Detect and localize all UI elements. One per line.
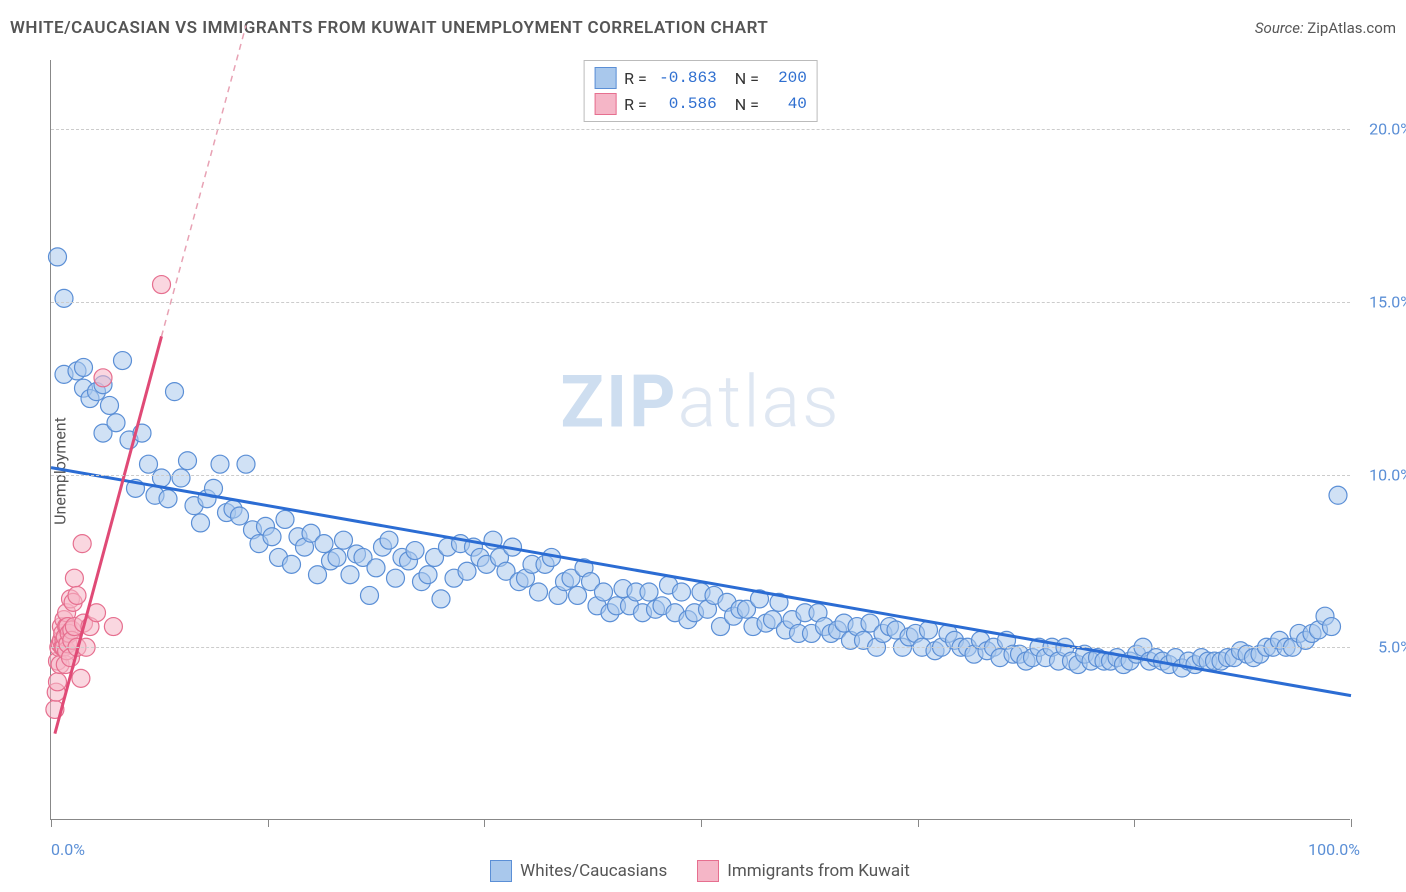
y-tick-label: 20.0% — [1357, 120, 1406, 139]
data-point — [419, 566, 437, 584]
legend-item: Immigrants from Kuwait — [697, 860, 910, 882]
x-tick — [918, 819, 919, 827]
data-point — [107, 414, 125, 432]
data-point — [49, 673, 67, 691]
data-point — [166, 383, 184, 401]
data-point — [380, 531, 398, 549]
stats-row: R = 0.586 N = 40 — [594, 91, 807, 117]
data-point — [328, 548, 346, 566]
legend-swatch — [594, 93, 616, 115]
stat-r-value: -0.863 — [655, 69, 717, 87]
x-tick-label: 0.0% — [51, 840, 85, 859]
data-point — [65, 569, 83, 587]
gridline — [51, 647, 1350, 648]
data-point — [104, 618, 122, 636]
chart-container: Unemployment ZIPatlas R =-0.863N =200R =… — [0, 50, 1406, 892]
y-tick-label: 10.0% — [1357, 465, 1406, 484]
data-point — [673, 583, 691, 601]
legend-item: Whites/Caucasians — [490, 860, 667, 882]
gridline — [51, 302, 1350, 303]
data-point — [276, 510, 294, 528]
data-point — [179, 452, 197, 470]
data-point — [153, 276, 171, 294]
data-point — [159, 490, 177, 508]
data-point — [367, 559, 385, 577]
plot-svg — [51, 60, 1350, 819]
trend-line-extension — [162, 25, 247, 336]
legend-swatch — [594, 67, 616, 89]
data-point — [192, 514, 210, 532]
gridline — [51, 129, 1350, 130]
stat-r-value: 0.586 — [655, 95, 717, 113]
stat-r-label: R = — [624, 95, 647, 114]
legend-label: Immigrants from Kuwait — [727, 861, 910, 881]
data-point — [114, 352, 132, 370]
x-tick-label: 100.0% — [1308, 840, 1360, 859]
data-point — [458, 562, 476, 580]
data-point — [432, 590, 450, 608]
data-point — [640, 583, 658, 601]
stat-n-value: 200 — [767, 69, 807, 87]
data-point — [1329, 486, 1347, 504]
gridline — [51, 475, 1350, 476]
data-point — [55, 289, 73, 307]
chart-title: WHITE/CAUCASIAN VS IMMIGRANTS FROM KUWAI… — [10, 18, 768, 38]
data-point — [1323, 618, 1341, 636]
x-tick — [1351, 819, 1352, 827]
data-point — [530, 583, 548, 601]
statistics-legend: R = -0.863 N = 200 R = 0.586 N = 40 — [583, 60, 818, 122]
data-point — [68, 586, 86, 604]
data-point — [73, 535, 91, 553]
data-point — [361, 586, 379, 604]
stat-n-label: N = — [735, 69, 759, 88]
data-point — [263, 528, 281, 546]
y-tick-label: 5.0% — [1357, 638, 1406, 657]
plot-area: ZIPatlas R =-0.863N =200R =0.586N =40 5.… — [50, 60, 1350, 820]
data-point — [309, 566, 327, 584]
x-tick — [51, 819, 52, 827]
data-point — [231, 507, 249, 525]
data-point — [315, 535, 333, 553]
source-name: ZipAtlas.com — [1307, 19, 1396, 37]
x-tick — [701, 819, 702, 827]
data-point — [49, 248, 67, 266]
data-point — [341, 566, 359, 584]
data-point — [153, 469, 171, 487]
stat-n-label: N = — [735, 95, 759, 114]
data-point — [569, 586, 587, 604]
x-tick — [484, 819, 485, 827]
data-point — [335, 531, 353, 549]
legend-swatch — [697, 860, 719, 882]
stat-r-label: R = — [624, 69, 647, 88]
series-legend: Whites/Caucasians Immigrants from Kuwait — [50, 860, 1350, 882]
data-point — [211, 455, 229, 473]
y-tick-label: 15.0% — [1357, 292, 1406, 311]
data-point — [172, 469, 190, 487]
stats-row: R = -0.863 N = 200 — [594, 65, 807, 91]
page-header: WHITE/CAUCASIAN VS IMMIGRANTS FROM KUWAI… — [10, 18, 1396, 38]
data-point — [72, 669, 90, 687]
data-point — [140, 455, 158, 473]
legend-swatch — [490, 860, 512, 882]
source-label: Source: — [1255, 19, 1304, 37]
data-point — [101, 396, 119, 414]
source-attribution: Source: ZipAtlas.com — [1255, 19, 1396, 37]
x-tick — [1134, 819, 1135, 827]
legend-label: Whites/Caucasians — [520, 861, 667, 881]
data-point — [387, 569, 405, 587]
data-point — [283, 555, 301, 573]
data-point — [406, 542, 424, 560]
data-point — [595, 583, 613, 601]
data-point — [94, 369, 112, 387]
data-point — [237, 455, 255, 473]
stat-n-value: 40 — [767, 95, 807, 113]
trend-line — [51, 468, 1351, 696]
data-point — [75, 358, 93, 376]
x-tick — [268, 819, 269, 827]
